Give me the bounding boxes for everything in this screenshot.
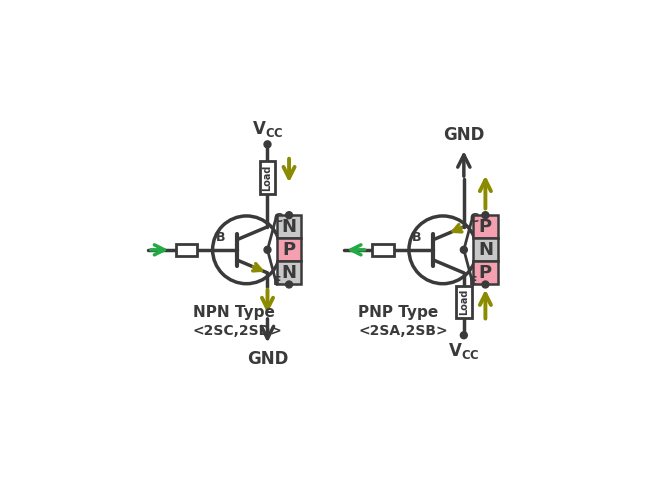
Text: GND: GND xyxy=(247,350,288,368)
Circle shape xyxy=(409,216,477,284)
Text: N: N xyxy=(281,218,297,236)
Bar xyxy=(473,238,497,261)
Bar xyxy=(176,244,198,256)
Text: B: B xyxy=(215,231,225,244)
Text: Load: Load xyxy=(263,165,273,191)
Circle shape xyxy=(264,141,271,148)
Circle shape xyxy=(285,212,293,219)
Bar xyxy=(456,286,471,318)
Text: P: P xyxy=(283,241,296,259)
Text: <2SA,2SB>: <2SA,2SB> xyxy=(358,324,448,338)
Circle shape xyxy=(482,281,489,288)
Text: Load: Load xyxy=(459,289,469,315)
Bar xyxy=(277,261,301,284)
Text: <2SC,2SD>: <2SC,2SD> xyxy=(193,324,283,338)
Bar xyxy=(473,261,497,284)
Circle shape xyxy=(460,247,467,253)
Bar xyxy=(277,238,301,261)
Text: $\mathbf{V_{CC}}$: $\mathbf{V_{CC}}$ xyxy=(448,340,479,361)
Circle shape xyxy=(482,212,489,219)
Text: E: E xyxy=(469,275,477,288)
Bar xyxy=(473,215,497,238)
Text: N: N xyxy=(281,264,297,282)
Text: N: N xyxy=(478,241,493,259)
Circle shape xyxy=(460,332,467,338)
Text: P: P xyxy=(479,264,492,282)
Text: C: C xyxy=(273,212,282,225)
Circle shape xyxy=(264,247,271,253)
Text: $\mathbf{V_{CC}}$: $\mathbf{V_{CC}}$ xyxy=(252,119,283,139)
Text: GND: GND xyxy=(443,126,485,144)
Bar xyxy=(277,215,301,238)
Bar xyxy=(260,162,275,194)
Text: E: E xyxy=(273,275,281,288)
Text: P: P xyxy=(479,218,492,236)
Bar xyxy=(372,244,394,256)
Text: B: B xyxy=(412,231,422,244)
Circle shape xyxy=(285,281,293,288)
Circle shape xyxy=(213,216,281,284)
Text: PNP Type: PNP Type xyxy=(358,305,438,320)
Text: NPN Type: NPN Type xyxy=(193,305,275,320)
Text: C: C xyxy=(469,212,478,225)
